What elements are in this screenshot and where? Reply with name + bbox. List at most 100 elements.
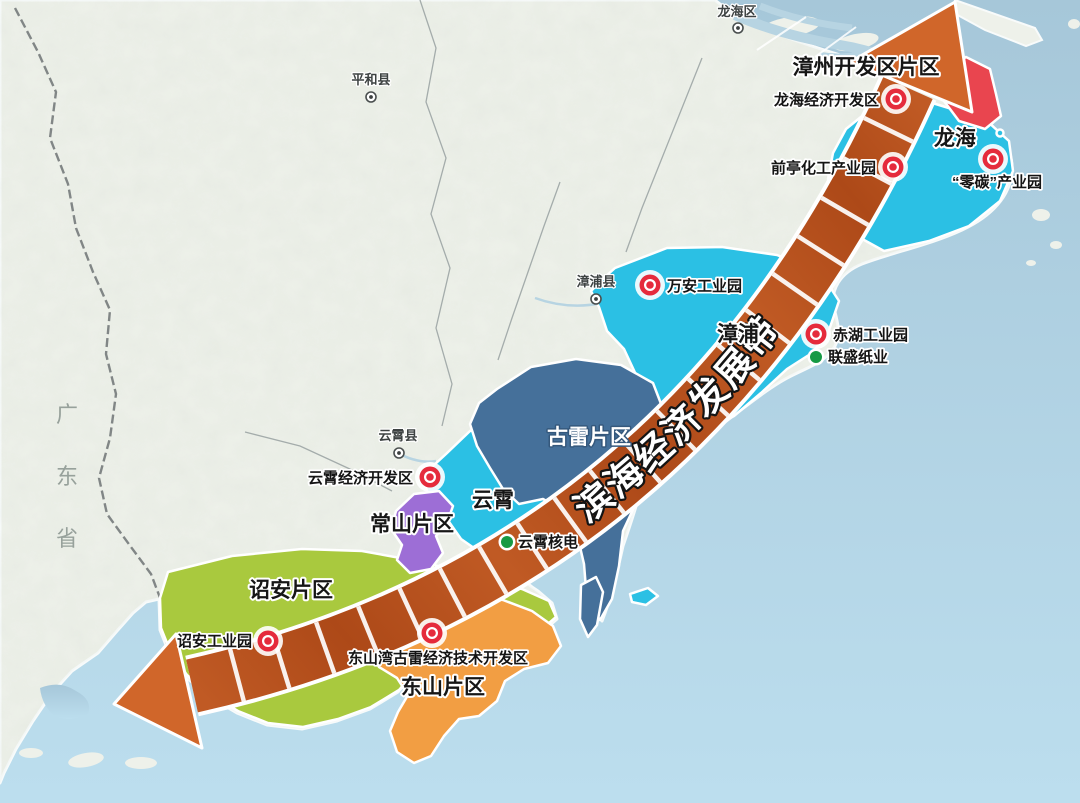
marker-dot [812,330,820,338]
city-label: 平和县 [351,72,390,87]
belt-rung [863,115,914,144]
region-label: 云霄 [472,489,514,512]
marker-dot [428,629,436,637]
industrial-park-marker: 万安工业园 [635,270,744,300]
industrial-park-marker: 赤湖工业园 [801,319,910,349]
region-label: 东山片区 [401,675,485,699]
industrial-park-marker: “零碳”产业园 [950,144,1044,193]
marker-dot [889,163,897,171]
belt-rung [716,343,761,382]
marker-label: 云霄核电 [518,533,578,551]
belt-rung [820,195,870,227]
facility-marker: 云霄核电 [498,531,580,553]
county-boundary [497,181,561,361]
belt-rung [227,648,246,702]
city-marker: 龙海区 [716,3,758,34]
islet [19,748,43,758]
region-label: 龙海 [934,126,976,150]
belt-rung [356,605,381,658]
lagoon [40,684,90,720]
marker-dot [810,351,822,363]
region-label: 漳州开发区片区 [793,55,940,79]
marker-label: 万安工业园 [666,277,742,295]
boundaries [13,0,703,661]
region-label: 诏安片区 [249,578,333,602]
province-label-char: 广 [56,402,78,427]
belt-rung [477,545,509,595]
belt-rungs [227,115,914,702]
industrial-park-marker: 前亭化工产业园 [769,152,908,182]
city-marker: 平和县 [350,71,392,103]
belt-rung [588,469,626,515]
marker-dot [892,95,900,103]
county-boundary [625,57,703,253]
islet [1050,241,1062,249]
county-boundary [419,0,453,427]
city-dot-center [736,26,740,30]
belt-rung [622,440,662,484]
marker-label: “零碳”产业园 [952,173,1042,191]
islet [125,757,157,769]
belt-rung [744,308,791,345]
islet [1068,19,1080,29]
bridge [756,16,807,51]
facility-marker: 联盛纸业 [807,346,890,368]
region-label: 漳浦 [717,322,759,346]
province-boundary [13,7,170,661]
islet [68,752,104,768]
bridge [814,26,857,58]
city-marker: 漳浦县 [575,273,617,305]
marker-dot [264,637,272,645]
province-label-char: 省 [56,526,78,551]
marker-label: 东山湾古雷经济技术开发区 [348,649,528,667]
region-gulei-islet [578,575,605,639]
city-label: 云霄县 [378,428,417,443]
city-marker: 云霄县 [377,427,419,459]
marker-dot [501,536,513,548]
belt-rung [437,567,467,618]
belt-rung [314,621,337,674]
industrial-park-marker: 诏安工业园 [175,626,283,656]
city-label: 漳浦县 [576,274,615,289]
belt-arrowhead-northeast [848,0,974,114]
region-label: 常山片区 [370,512,454,536]
belt-rung [552,496,588,543]
belt-rung [771,271,819,307]
industrial-park-marker: 龙海经济开发区 [771,84,911,114]
county-boundary [244,431,393,492]
marker-label: 云霄经济开发区 [308,469,413,487]
marker-label: 前亭化工产业园 [771,159,876,177]
belt-rung [842,156,893,186]
city-dot-center [369,95,373,99]
marker-label: 赤湖工业园 [833,326,908,344]
islet [1018,180,1032,190]
belt-rung [515,522,549,570]
city-label: 龙海区 [717,4,756,19]
belt-rung [686,377,730,418]
marker-label: 联盛纸业 [828,348,888,366]
islet [1032,209,1050,221]
city-dot-center [594,297,598,301]
marker-label: 诏安工业园 [177,632,252,650]
marker-label: 龙海经济开发区 [773,91,879,109]
marker-dot [426,473,434,481]
region-label: 古雷片区 [547,426,631,449]
city-dot-center [397,451,401,455]
industrial-park-marker: 东山湾古雷经济技术开发区 [346,618,530,669]
industrial-park-marker: 云霄经济开发区 [306,462,445,492]
marker-dot [989,155,997,163]
islet [1026,260,1036,266]
belt-rung [796,234,845,268]
region-cyan-islet [628,586,660,607]
belt-arrowhead-southwest [112,632,204,750]
coastal-belt-band [186,76,933,713]
belt-rung [655,409,697,452]
province-label: 广东省 [56,402,78,551]
marker-dot [646,281,654,289]
region-cyan-mini-islet [995,128,1005,138]
